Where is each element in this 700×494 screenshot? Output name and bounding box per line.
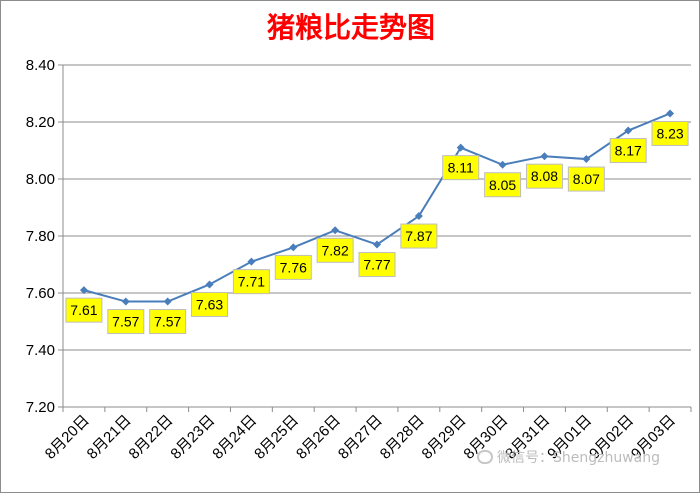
watermark-text: 微信号：Shengzhuwang xyxy=(497,450,661,466)
y-tick-label: 7.20 xyxy=(26,399,55,416)
data-label: 7.63 xyxy=(196,296,223,312)
data-label: 8.17 xyxy=(615,143,642,159)
data-label-box xyxy=(609,138,647,164)
data-label-box xyxy=(525,163,563,189)
x-tick-label: 8月29日 xyxy=(419,412,470,463)
gridlines xyxy=(63,64,691,351)
x-tick-label: 8月21日 xyxy=(84,412,135,463)
wechat-icon xyxy=(477,450,493,464)
data-label-box xyxy=(400,223,438,249)
data-point xyxy=(582,155,591,164)
data-point xyxy=(163,297,172,306)
data-point xyxy=(331,226,340,235)
watermark: 微信号：Shengzhuwang xyxy=(477,447,660,467)
data-point xyxy=(247,257,256,266)
data-label-box xyxy=(274,254,312,280)
data-label: 8.23 xyxy=(656,125,683,141)
data-point xyxy=(624,126,633,135)
x-tick-label: 8月26日 xyxy=(293,412,344,463)
y-tick-label: 7.40 xyxy=(26,342,55,359)
data-label: 7.57 xyxy=(154,314,181,330)
data-label-box xyxy=(316,237,354,263)
data-label-box xyxy=(65,297,103,323)
data-label-box xyxy=(567,166,605,192)
data-label-box xyxy=(651,120,689,146)
x-tick-label: 8月20日 xyxy=(42,412,93,463)
data-label: 8.05 xyxy=(489,177,516,193)
data-label: 8.11 xyxy=(448,160,474,176)
data-point xyxy=(498,160,507,169)
data-label: 7.87 xyxy=(405,228,432,244)
data-label: 7.71 xyxy=(238,274,265,290)
data-label: 7.76 xyxy=(280,259,307,275)
y-tick-label: 8.00 xyxy=(26,171,55,188)
data-label: 7.82 xyxy=(322,242,349,258)
series-line xyxy=(79,109,675,306)
data-point xyxy=(289,243,298,252)
x-tick-label: 8月24日 xyxy=(209,412,260,463)
data-point xyxy=(373,240,381,249)
y-tick-label: 7.60 xyxy=(26,285,55,302)
data-label: 7.61 xyxy=(70,302,97,318)
data-point xyxy=(456,143,465,152)
data-point xyxy=(666,109,675,118)
data-label: 7.57 xyxy=(112,314,139,330)
data-point xyxy=(205,280,214,289)
data-point xyxy=(121,297,130,306)
chart-title: 猪粮比走势图 xyxy=(267,11,435,44)
data-labels: 7.61 7.57 7.57 7.63 7.71 7.76 7.82 7.77 7.87 8.11… xyxy=(65,120,689,335)
data-point xyxy=(414,212,423,221)
y-tick-label: 8.40 xyxy=(26,57,55,74)
x-tick-label: 8月25日 xyxy=(251,412,302,463)
y-tick-label: 8.20 xyxy=(26,114,55,131)
data-label: 7.77 xyxy=(363,257,390,273)
x-tick-label: 8月23日 xyxy=(167,412,218,463)
data-label-box xyxy=(358,252,396,278)
data-point xyxy=(79,286,88,295)
x-tick-label: 8月27日 xyxy=(335,412,386,463)
data-label-box xyxy=(232,269,270,295)
data-label-box xyxy=(149,309,187,335)
x-tick-label: 8月22日 xyxy=(126,412,177,463)
data-label-box xyxy=(107,309,145,335)
data-label: 8.08 xyxy=(531,168,558,184)
data-label-box xyxy=(442,155,480,181)
y-tick-label: 7.80 xyxy=(26,228,55,245)
x-tick-label: 8月28日 xyxy=(377,412,428,463)
data-label-box xyxy=(484,172,522,198)
axes: 7.207.407.607.808.008.208.408月20日8月21日8月… xyxy=(26,57,692,463)
data-label-box xyxy=(191,291,229,317)
data-label: 8.07 xyxy=(573,171,600,187)
data-point xyxy=(540,152,549,161)
